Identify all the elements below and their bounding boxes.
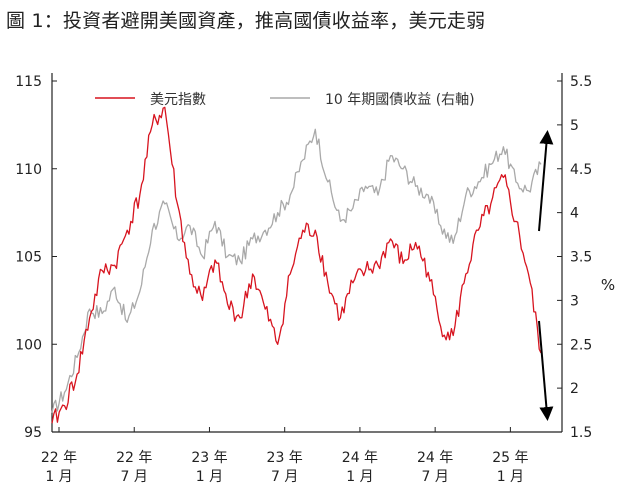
x-tick-year: 22 年: [41, 450, 77, 466]
annotations: [538, 130, 554, 421]
x-tick-month: 7 月: [121, 469, 148, 485]
left-tick-label: 100: [15, 337, 42, 353]
left-tick-label: 105: [15, 250, 42, 266]
x-tick-month: 1 月: [497, 469, 524, 485]
x-tick-year: 24 年: [417, 450, 453, 466]
right-tick-label: 5.5: [570, 74, 592, 90]
right-tick-label: 3: [570, 293, 579, 309]
right-tick-label: 3.5: [570, 250, 592, 266]
right-axis-unit: %: [601, 276, 615, 294]
legend-label-dollar: 美元指數: [150, 92, 206, 108]
axes: 95 100 105 110 115 1.5 2 2.5 3 3.5 4 4.5 5 5.5% 22 年 1 …: [15, 73, 615, 485]
x-tick-month: 1 月: [196, 469, 223, 485]
legend-label-yield: 10 年期國債收益 (右軸): [325, 92, 475, 108]
x-tick-year: 23 年: [267, 450, 303, 466]
x-tick-month: 7 月: [421, 469, 448, 485]
x-tick-month: 7 月: [271, 469, 298, 485]
x-tick-month: 1 月: [346, 469, 373, 485]
chart-title: 圖 1：投資者避開美國資產，推高國債收益率，美元走弱: [6, 10, 486, 32]
right-tick-label: 1.5: [570, 425, 592, 441]
x-tick-year: 23 年: [191, 450, 227, 466]
left-tick-label: 110: [15, 162, 42, 178]
x-tick-year: 22 年: [116, 450, 152, 466]
x-tick-month: 1 月: [45, 469, 72, 485]
up-arrow: [538, 130, 554, 232]
dollar-index-line: [51, 106, 542, 424]
treasury-yield-line: [51, 128, 542, 413]
x-tick-year: 24 年: [342, 450, 378, 466]
right-tick-label: 2.5: [570, 337, 592, 353]
x-tick-year: 25 年: [492, 450, 528, 466]
left-tick-label: 95: [24, 425, 42, 441]
right-tick-label: 4.5: [570, 162, 592, 178]
down-arrow: [538, 320, 554, 421]
left-tick-label: 115: [15, 74, 42, 90]
series-layer: [51, 106, 542, 424]
legend: 美元指數 10 年期國債收益 (右軸): [95, 92, 475, 108]
right-tick-label: 4: [570, 206, 579, 222]
right-tick-label: 2: [570, 381, 579, 397]
right-tick-label: 5: [570, 118, 579, 134]
